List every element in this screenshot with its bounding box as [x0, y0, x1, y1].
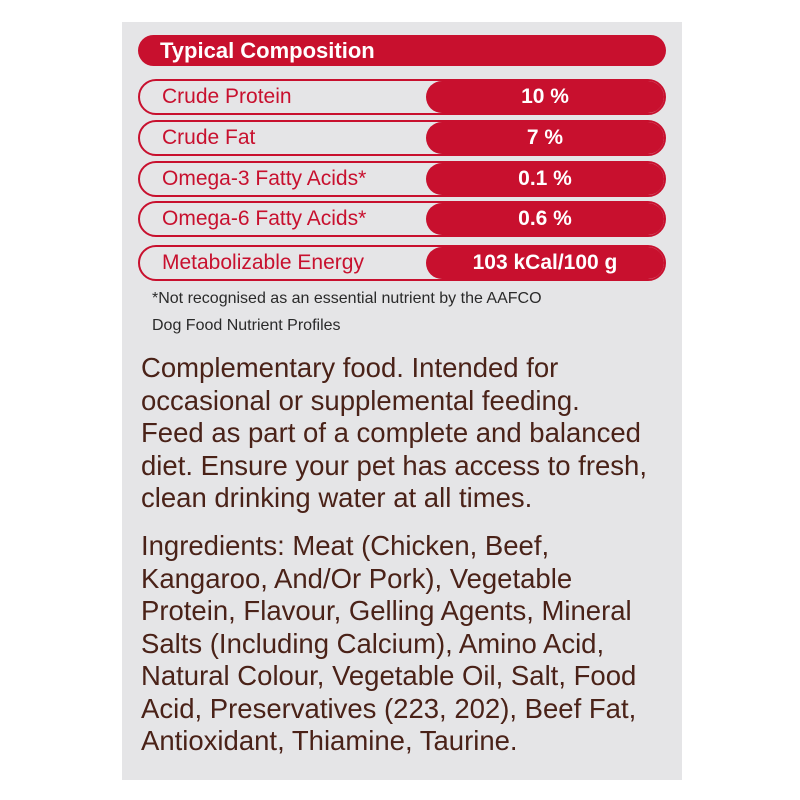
table-row: Omega-6 Fatty Acids* 0.6 %	[138, 201, 666, 237]
ingredients-line: Natural Colour, Vegetable Oil, Salt, Foo…	[141, 660, 637, 691]
description-line: Complementary food. Intended for	[141, 352, 559, 383]
ingredients-line: Antioxidant, Thiamine, Taurine.	[141, 725, 518, 756]
description-line: diet. Ensure your pet has access to fres…	[141, 449, 647, 481]
nutrient-name: Omega-3 Fatty Acids*	[162, 167, 367, 190]
footnote-line: *Not recognised as an essential nutrient…	[152, 290, 542, 307]
ingredients-line: Kangaroo, And/Or Pork), Vegetable	[141, 562, 573, 594]
table-row: Crude Fat 7 %	[138, 120, 666, 156]
ingredients-line: Ingredients: Meat (Chicken, Beef,	[141, 530, 550, 561]
nutrient-name: Omega-6 Fatty Acids*	[162, 207, 367, 230]
table-row: Crude Protein 10 %	[138, 79, 666, 115]
description-line: occasional or supplemental feeding.	[141, 384, 580, 416]
nutrient-name: Metabolizable Energy	[162, 251, 364, 274]
nutrient-value: 7 %	[426, 122, 664, 154]
nutrient-value: 0.1 %	[426, 163, 664, 195]
ingredients-line: Protein, Flavour, Gelling Agents, Minera…	[141, 595, 632, 626]
table-row: Metabolizable Energy 103 kCal/100 g	[138, 245, 666, 281]
nutrient-value: 0.6 %	[426, 203, 664, 235]
footnote-line: Dog Food Nutrient Profiles	[152, 317, 341, 334]
nutrient-value: 10 %	[426, 81, 664, 113]
description-line: clean drinking water at all times.	[141, 482, 533, 513]
nutrient-value: 103 kCal/100 g	[426, 247, 664, 279]
nutrient-name: Crude Protein	[162, 85, 292, 108]
ingredients-line: Salts (Including Calcium), Amino Acid,	[141, 627, 605, 659]
ingredients-line: Acid, Preservatives (223, 202), Beef Fat…	[141, 692, 637, 724]
table-row: Omega-3 Fatty Acids* 0.1 %	[138, 161, 666, 197]
description-line: Feed as part of a complete and balanced	[141, 417, 641, 448]
table-header: Typical Composition	[138, 35, 666, 66]
nutrient-name: Crude Fat	[162, 126, 256, 149]
